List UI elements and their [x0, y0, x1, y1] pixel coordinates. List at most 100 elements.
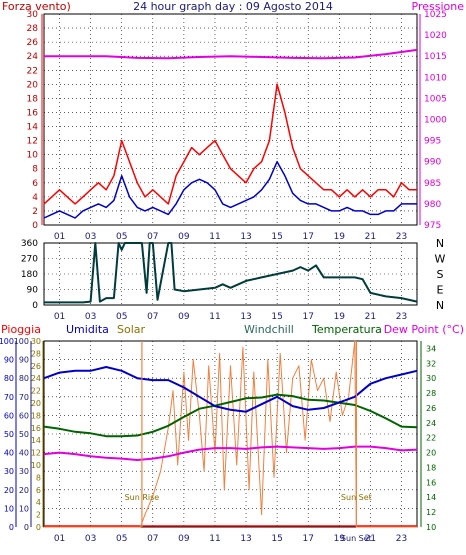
sun-set-tick-label: Sun Set	[341, 534, 372, 543]
solar-axis-title: Solar	[117, 323, 146, 336]
x-tick-label: 01	[54, 312, 65, 322]
x-tick-label: 07	[147, 312, 158, 322]
humidity-axis-title: Umidita	[66, 323, 109, 336]
x-tick-label: 15	[271, 232, 282, 242]
temperature-tick-label: 28	[426, 389, 436, 398]
x-tick-label: 19	[334, 312, 346, 322]
x-tick-label: 03	[85, 534, 96, 544]
y-tick-label-left: 20	[27, 80, 39, 90]
humidity-tick-label: 10	[19, 504, 29, 513]
temperature-tick-label: 32	[426, 359, 436, 368]
temperature-tick-label: 16	[426, 478, 436, 487]
temperature-tick-label: 26	[426, 404, 436, 413]
temperature-axis-title: Temperatura	[311, 323, 382, 336]
compass-label: E	[437, 284, 444, 297]
x-tick-label: 09	[178, 312, 190, 322]
temperature-tick-label: 10	[426, 523, 436, 532]
series-line-solar	[44, 340, 417, 528]
temperature-tick-label: 22	[426, 434, 436, 443]
y-tick-label-left: 10	[27, 151, 39, 161]
solar-tick-label: 0	[36, 523, 41, 532]
series-line-gust	[43, 83, 417, 205]
x-tick-label: 23	[396, 312, 407, 322]
series-line-pressure	[44, 48, 418, 60]
rain-tick-label: 80	[4, 374, 14, 383]
compass-label: S	[437, 268, 444, 281]
y-tick-label-left: 8	[32, 165, 38, 175]
x-tick-label: 05	[116, 312, 127, 322]
y-tick-label: 270	[21, 255, 38, 265]
humidity-tick-label: 90	[19, 356, 29, 365]
y-tick-label-right: 980	[424, 200, 441, 210]
solar-tick-label: 18	[31, 411, 41, 420]
chart-title: 24 hour graph day : 09 Agosto 2014	[133, 0, 333, 13]
solar-tick-label: 12	[31, 449, 41, 458]
rain-tick-label: 50	[4, 430, 14, 439]
y-tick-label-left: 16	[27, 108, 39, 118]
x-tick-label: 09	[178, 534, 190, 544]
right-axis-title: Pressione	[412, 0, 465, 13]
y-tick-label: 90	[27, 286, 39, 296]
rain-tick-label: 60	[4, 411, 14, 420]
y-tick-label-right: 1015	[424, 52, 447, 62]
rain-tick-label: 20	[4, 486, 14, 495]
y-tick-label-left: 24	[27, 52, 39, 62]
solar-tick-label: 16	[31, 424, 41, 433]
x-tick-label: 07	[147, 534, 158, 544]
y-tick-label-right: 1020	[424, 31, 447, 41]
solar-tick-label: 4	[36, 498, 41, 507]
x-tick-label: 13	[240, 232, 251, 242]
humidity-tick-label: 70	[19, 393, 29, 402]
solar-tick-label: 2	[36, 511, 41, 520]
rain-tick-label: 0	[9, 523, 14, 532]
x-tick-label: 15	[271, 534, 282, 544]
compass-label: N	[436, 299, 444, 312]
temperature-tick-label: 14	[426, 493, 436, 502]
solar-tick-label: 22	[31, 387, 41, 396]
y-tick-label-left: 26	[27, 38, 39, 48]
y-tick-label-left: 14	[27, 123, 39, 133]
y-tick-label-right: 995	[424, 137, 441, 147]
series-line-umidita	[43, 366, 418, 413]
solar-tick-label: 28	[31, 349, 41, 358]
rain-tick-label: 40	[4, 449, 14, 458]
wind-pressure-chart: 0246810121416182022242628309759809859909…	[2, 0, 464, 242]
solar-tick-label: 6	[36, 486, 41, 495]
x-tick-label: 03	[85, 232, 96, 242]
plot-area	[43, 13, 418, 226]
x-tick-label: 13	[240, 534, 251, 544]
temperature-tick-label: 12	[426, 508, 436, 517]
rain-tick-label: 90	[4, 356, 14, 365]
solar-tick-label: 24	[31, 374, 41, 383]
x-tick-label: 13	[240, 312, 251, 322]
solar-tick-label: 30	[31, 337, 41, 346]
x-tick-label: 17	[302, 534, 313, 544]
y-tick-label: 0	[32, 301, 38, 311]
rain-tick-label: 30	[4, 467, 14, 476]
y-tick-label-left: 30	[27, 10, 39, 20]
humidity-tick-label: 100	[14, 337, 29, 346]
y-tick-label-left: 28	[27, 24, 39, 34]
y-tick-label: 180	[21, 270, 38, 280]
humidity-tick-label: 60	[19, 411, 29, 420]
solar-tick-label: 8	[36, 473, 41, 482]
humidity-tick-label: 30	[19, 467, 29, 476]
rain-tick-label: 70	[4, 393, 14, 402]
x-tick-label: 19	[334, 232, 346, 242]
y-tick-label-left: 12	[27, 137, 38, 147]
x-tick-label: 11	[209, 232, 220, 242]
y-tick-label: 360	[21, 239, 38, 249]
y-tick-label-right: 985	[424, 179, 441, 189]
x-tick-label: 07	[147, 232, 158, 242]
solar-tick-label: 26	[31, 362, 41, 371]
x-tick-label: 21	[365, 534, 376, 544]
solar-tick-label: 10	[31, 461, 41, 470]
x-tick-label: 11	[209, 312, 220, 322]
humidity-tick-label: 40	[19, 449, 29, 458]
temperature-tick-label: 24	[426, 419, 436, 428]
x-tick-label: 15	[271, 312, 282, 322]
